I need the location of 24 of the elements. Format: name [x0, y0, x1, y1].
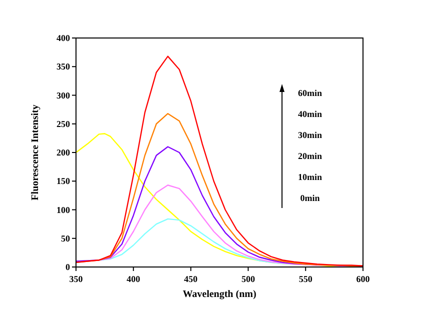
- annotation: 0min: [300, 193, 320, 203]
- y-tick-label: 250: [56, 118, 70, 129]
- line-series: [76, 56, 363, 266]
- annotation: 10min: [298, 172, 322, 182]
- y-tick-label: 50: [61, 233, 70, 244]
- x-tick-label: 500: [241, 274, 256, 284]
- y-tick-label: 350: [56, 62, 70, 72]
- y-tick-label: 200: [56, 148, 70, 158]
- x-tick-label: 600: [356, 274, 370, 284]
- x-tick-label: 350: [69, 274, 84, 284]
- annotation: 20min: [298, 151, 322, 161]
- x-tick-label: 550: [298, 274, 313, 284]
- x-axis-title: Wavelength (nm): [182, 289, 256, 300]
- y-tick-label: 100: [56, 204, 70, 215]
- annotation: 30min: [298, 130, 322, 140]
- annotation: 60min: [298, 88, 322, 98]
- y-tick-label: 150: [56, 176, 70, 186]
- y-tick-label: 400: [56, 33, 70, 43]
- y-axis-title: Fluorescence Intensity: [30, 104, 41, 200]
- y-tick-label: 0: [66, 262, 70, 272]
- annotation: 40min: [298, 109, 322, 119]
- x-tick-label: 450: [184, 274, 198, 284]
- x-tick-label: 400: [126, 274, 141, 284]
- y-tick-label: 300: [56, 90, 70, 100]
